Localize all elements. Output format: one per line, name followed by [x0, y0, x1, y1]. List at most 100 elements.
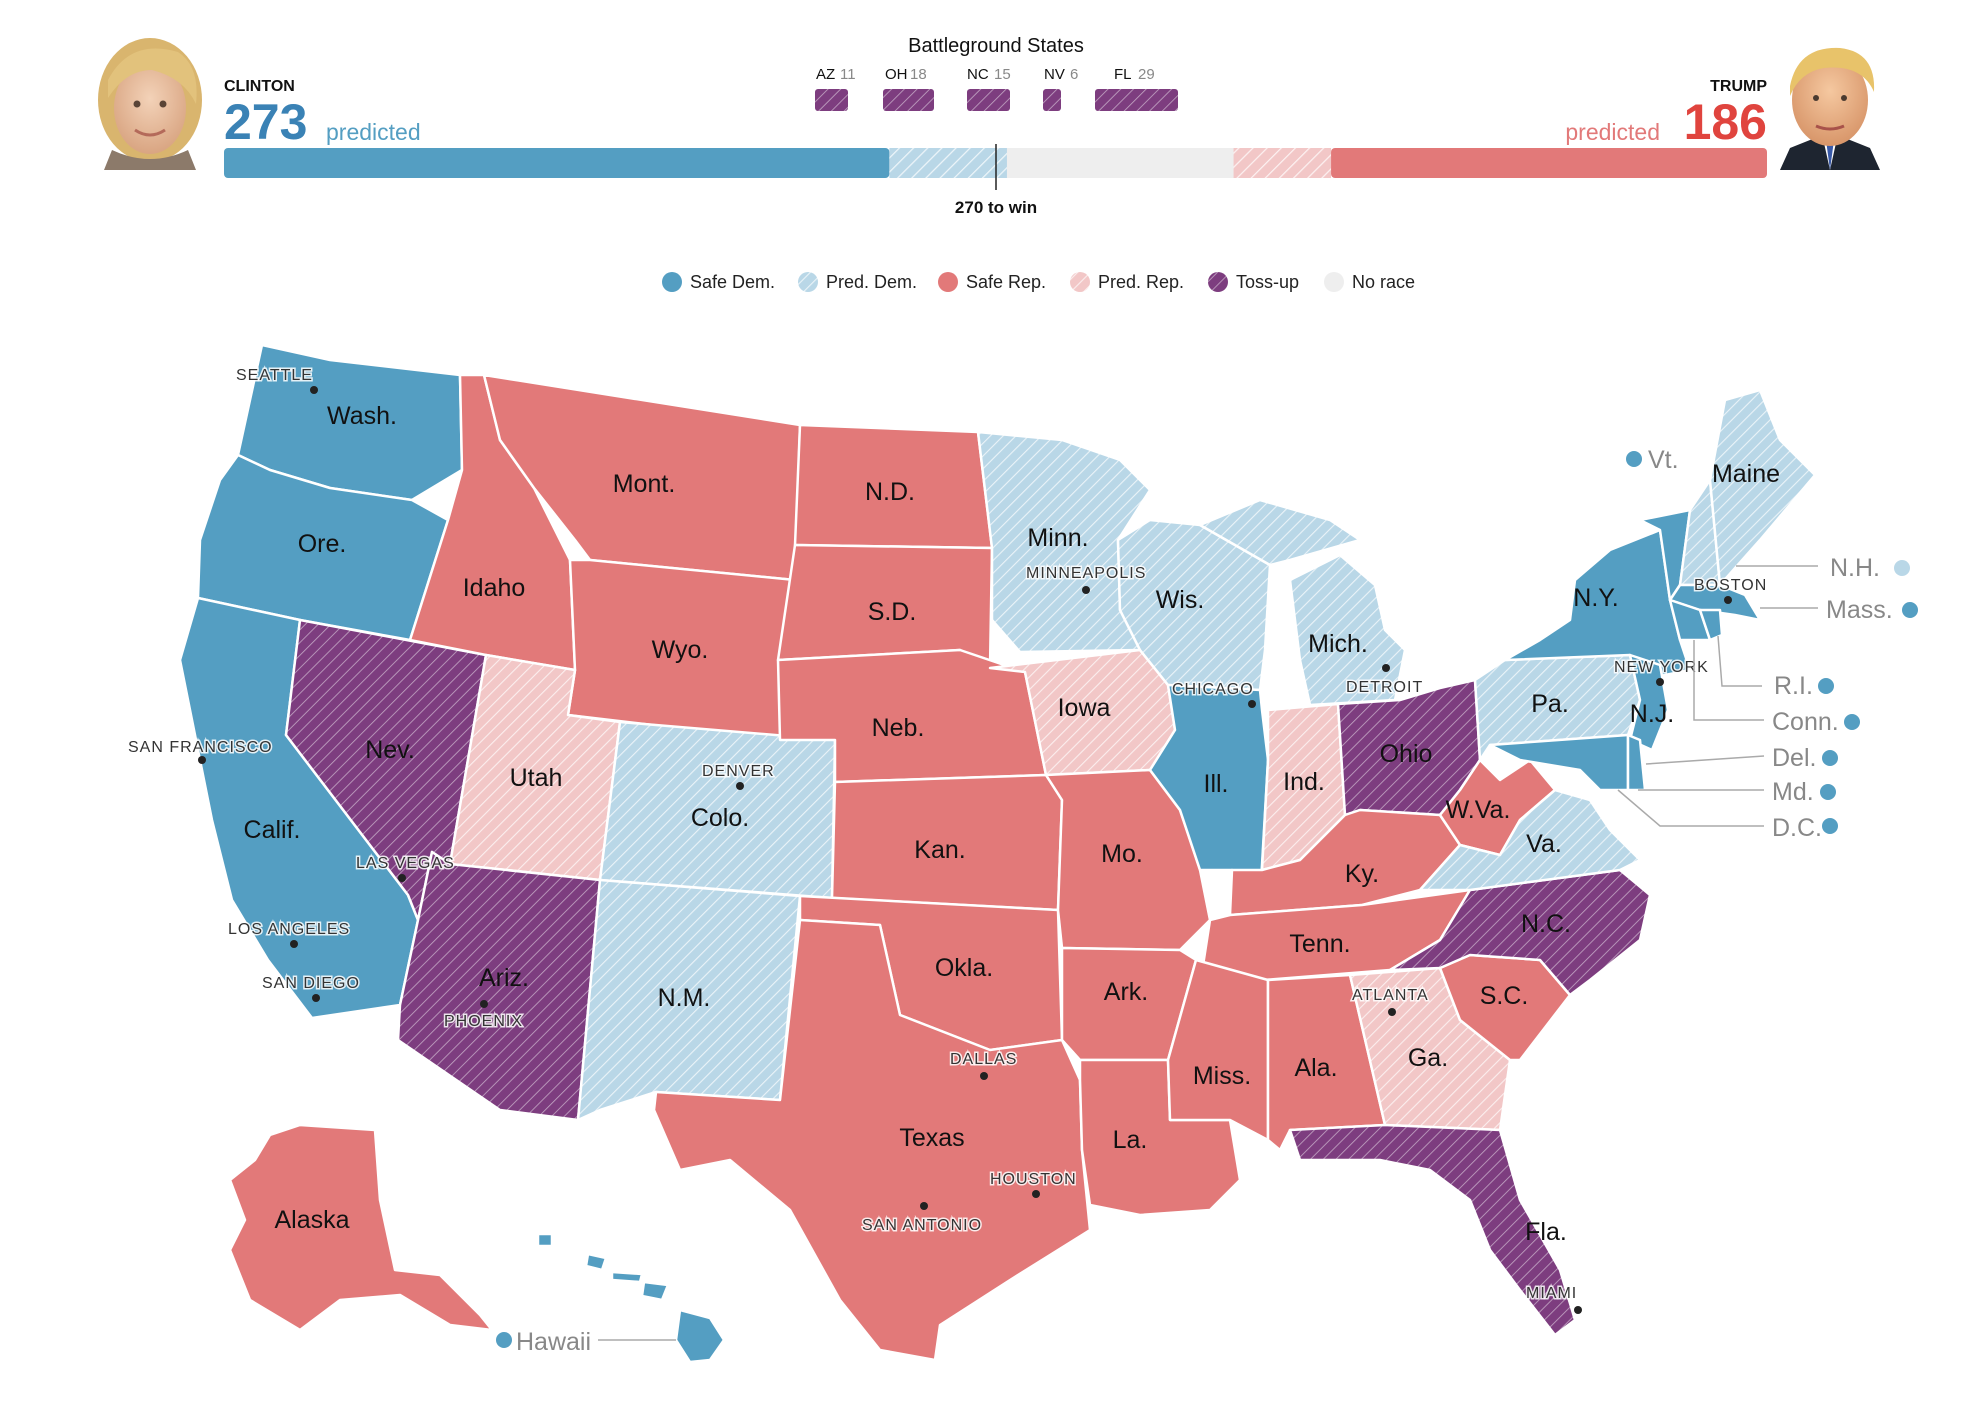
state-hi-molokai[interactable]	[610, 1270, 644, 1284]
clinton-portrait	[98, 38, 202, 170]
label-or: Ore.	[298, 530, 347, 558]
label-wv: W.Va.	[1446, 796, 1511, 824]
state-fl[interactable]	[1288, 1123, 1577, 1337]
state-ri[interactable]	[1698, 608, 1724, 642]
legend-label-pred-dem: Pred. Dem.	[826, 272, 917, 292]
battleground-nc-ev: 15	[994, 66, 1011, 83]
callout-ri[interactable]: R.I.	[1717, 635, 1834, 700]
state-mi[interactable]	[1288, 553, 1407, 707]
legend-label-safe-rep: Safe Rep.	[966, 272, 1046, 292]
label-nj: N.J.	[1630, 700, 1674, 728]
state-wi[interactable]	[1116, 518, 1272, 692]
callout-de[interactable]: Del.	[1645, 744, 1838, 772]
svg-text:NEW YORK: NEW YORK	[1614, 659, 1709, 676]
battleground-oh[interactable]: OH 18	[883, 66, 934, 111]
city-phoenix: PHOENIX	[443, 1000, 524, 1032]
legend: Safe Dem. Pred. Dem. Safe Rep. Pred. Rep. To…	[662, 272, 1415, 292]
battleground-nv[interactable]: NV 6	[1043, 66, 1078, 111]
label-ks: Kan.	[914, 836, 965, 864]
svg-text:SAN DIEGO: SAN DIEGO	[262, 975, 360, 992]
callout-hi[interactable]: Hawaii	[496, 1328, 676, 1356]
callout-dc[interactable]: D.C.	[1617, 789, 1838, 842]
label-ia: Iowa	[1058, 694, 1111, 722]
city-minneapolis: MINNEAPOLIS	[1025, 564, 1147, 594]
trump-predicted-label: predicted	[1565, 119, 1660, 145]
city-denver: DENVER	[701, 762, 775, 790]
city-new-york: NEW YORK	[1613, 658, 1709, 686]
trump-name: TRUMP	[1710, 78, 1767, 95]
legend-swatch-safe-dem	[662, 272, 682, 292]
bar-segment-no-race	[1006, 148, 1234, 178]
label-id: Idaho	[463, 574, 526, 602]
city-los-angeles: LOS ANGELES	[227, 920, 351, 948]
legend-label-none: No race	[1352, 272, 1415, 292]
battleground-oh-swatch	[883, 89, 934, 111]
label-il: Ill.	[1204, 770, 1229, 798]
svg-text:Del.: Del.	[1772, 744, 1816, 772]
header: CLINTON 273 predicted TRUMP 186 predicte…	[98, 35, 1880, 217]
city-boston: BOSTON	[1693, 576, 1768, 604]
svg-text:ATLANTA: ATLANTA	[1352, 987, 1429, 1004]
clinton-name: CLINTON	[224, 78, 295, 95]
callout-vt[interactable]: Vt.	[1626, 446, 1679, 474]
state-va[interactable]	[1418, 788, 1642, 892]
state-hi-big-island[interactable]	[674, 1308, 726, 1364]
label-ca: Calif.	[244, 816, 301, 844]
label-nd: N.D.	[865, 478, 915, 506]
svg-text:DALLAS: DALLAS	[950, 1051, 1017, 1068]
state-labels: Wash. Ore. Calif. Nev. Idaho Mont. Wyo. …	[244, 402, 1781, 1246]
legend-item-pred-rep: Pred. Rep.	[1070, 272, 1184, 292]
battleground-chips: AZ 11 OH 18 NC 15 NV 6 FL 29	[815, 66, 1178, 111]
state-tx[interactable]	[652, 918, 1092, 1362]
city-san-diego: SAN DIEGO	[261, 974, 360, 1002]
battleground-az[interactable]: AZ 11	[815, 66, 856, 111]
city-dallas: DALLAS	[949, 1050, 1018, 1080]
bar-segment-safe-dem	[224, 148, 890, 178]
label-ok: Okla.	[935, 954, 993, 982]
label-wa: Wash.	[327, 402, 397, 430]
label-oh: Ohio	[1380, 740, 1433, 768]
bar-segment-safe-rep	[1331, 148, 1767, 178]
label-al: Ala.	[1294, 1054, 1337, 1082]
hawaii-islands	[536, 1232, 726, 1364]
callout-ma[interactable]: Mass.	[1760, 596, 1918, 624]
city-san-antonio: SAN ANTONIO	[861, 1202, 983, 1236]
label-wy: Wyo.	[652, 636, 709, 664]
state-nc[interactable]	[1388, 868, 1652, 997]
svg-text:PHOENIX: PHOENIX	[444, 1013, 523, 1030]
callout-md[interactable]: Md.	[1638, 778, 1836, 806]
city-chicago: CHICAGO	[1171, 680, 1256, 708]
state-il[interactable]	[1148, 683, 1270, 902]
label-ne: Neb.	[872, 714, 925, 742]
callout-ct[interactable]: Conn.	[1693, 640, 1860, 736]
legend-item-safe-rep: Safe Rep.	[938, 272, 1046, 292]
label-nm: N.M.	[658, 984, 711, 1012]
battleground-nc[interactable]: NC 15	[967, 66, 1011, 111]
svg-text:MIAMI: MIAMI	[1526, 1285, 1577, 1302]
svg-text:LOS ANGELES: LOS ANGELES	[228, 921, 350, 938]
label-la: La.	[1113, 1126, 1148, 1154]
trump-votes: 186	[1684, 94, 1767, 150]
svg-text:SAN FRANCISCO: SAN FRANCISCO	[128, 739, 273, 756]
legend-item-safe-dem: Safe Dem.	[662, 272, 775, 292]
label-pa: Pa.	[1531, 690, 1569, 718]
state-hi-oahu[interactable]	[584, 1252, 608, 1272]
state-hi-kauai[interactable]	[536, 1232, 554, 1248]
svg-text:DETROIT: DETROIT	[1346, 679, 1423, 696]
label-nc: N.C.	[1521, 910, 1571, 938]
state-mi-upper[interactable]	[1198, 498, 1362, 567]
label-ut: Utah	[510, 764, 563, 792]
battleground-fl[interactable]: FL 29	[1095, 66, 1178, 111]
city-seattle: SEATTLE	[235, 366, 318, 394]
state-ak[interactable]	[228, 1123, 494, 1332]
trump-portrait	[1780, 47, 1880, 170]
legend-label-safe-dem: Safe Dem.	[690, 272, 775, 292]
city-detroit: DETROIT	[1345, 664, 1424, 698]
svg-text:CHICAGO: CHICAGO	[1172, 681, 1254, 698]
label-tx: Texas	[899, 1124, 964, 1152]
legend-item-tossup: Toss-up	[1208, 272, 1299, 292]
state-hi-maui[interactable]	[640, 1280, 670, 1302]
legend-swatch-tossup	[1208, 272, 1228, 292]
state-me[interactable]	[1708, 388, 1817, 587]
callout-nh[interactable]: N.H.	[1736, 554, 1910, 582]
